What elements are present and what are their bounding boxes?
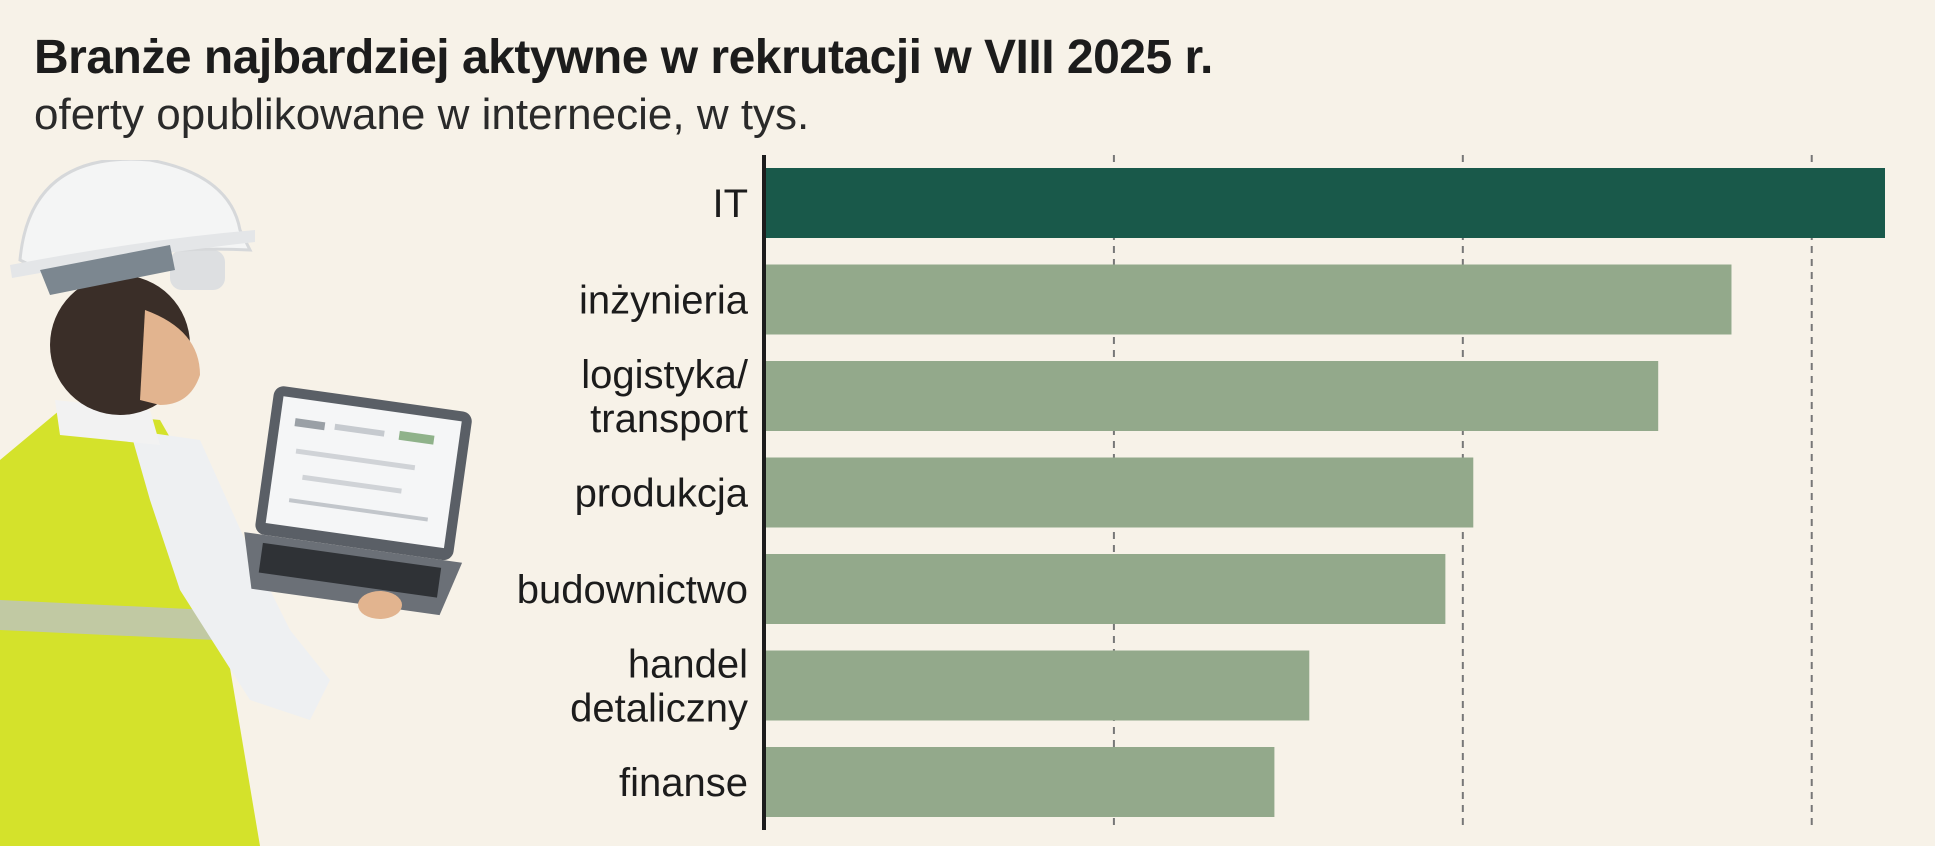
vest-reflective-strip	[0, 600, 215, 640]
bar	[765, 747, 1275, 817]
bar	[765, 650, 1310, 721]
bar	[765, 554, 1446, 624]
hard-hat-strap	[40, 245, 175, 295]
chart-title: Branże najbardziej aktywne w rekrutacji …	[34, 31, 1213, 84]
category-label: budownictwo	[517, 568, 748, 612]
hand	[358, 591, 402, 619]
bar	[765, 264, 1732, 335]
category-label: inżynieria	[579, 279, 749, 323]
category-label: finanse	[619, 761, 748, 805]
category-label: logistyka/transport	[581, 353, 749, 441]
shirt-arm	[130, 430, 330, 720]
bar	[765, 457, 1474, 528]
category-label: IT	[712, 182, 748, 226]
bar	[765, 361, 1659, 431]
bars	[765, 168, 1885, 817]
engineer-with-laptop-illustration	[0, 160, 472, 846]
category-label: handel detaliczny	[570, 643, 748, 731]
category-label: produkcja	[575, 472, 749, 516]
chart-subtitle: oferty opublikowane w internecie, w tys.	[34, 90, 810, 139]
face	[140, 310, 200, 405]
safety-glasses	[170, 250, 225, 290]
category-labels: IT inżynieria logistyka/transport produkcja…	[517, 182, 749, 805]
bar	[765, 168, 1885, 238]
laptop	[244, 386, 472, 616]
